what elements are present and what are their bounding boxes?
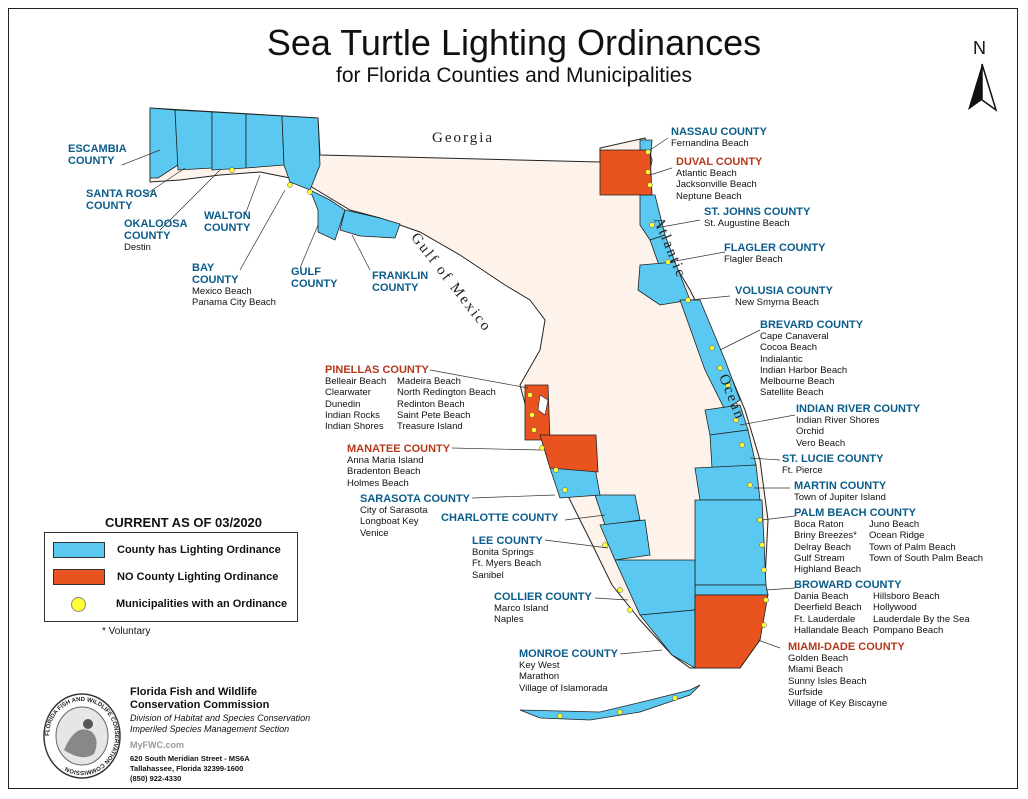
okaloosa-label: OKALOOSA COUNTY Destin (124, 218, 188, 253)
duval-label: DUVAL COUNTY Atlantic Beach Jacksonville B… (676, 156, 763, 202)
voluntary-footnote: * Voluntary (102, 626, 151, 637)
franklin-county (339, 209, 401, 239)
gulf-county-label: GULF COUNTY (291, 266, 338, 290)
st-lucie-county (709, 429, 757, 469)
walton-label: WALTON COUNTY (204, 210, 251, 234)
agency-address: 620 South Meridian Street - MS6A Tallahas… (130, 754, 250, 783)
duval-county (599, 149, 653, 196)
manatee-label: MANATEE COUNTY Anna Maria Island Bradenton… (347, 443, 451, 489)
martin-label: MARTIN COUNTY Town of Jupiter Island (794, 480, 887, 503)
brevard-label: BREVARD COUNTY Cape Canaveral Cocoa Beach I… (760, 319, 864, 399)
fwc-seal-icon: FLORIDA FISH AND WILDLIFE CONSERVATION C… (43, 693, 121, 779)
miami-dade-county (694, 594, 769, 669)
agency-division: Division of Habitat and Species Conserva… (130, 713, 311, 734)
sarasota-label: SARASOTA COUNTY City of Sarasota Longboat … (360, 493, 470, 539)
sarasota-county (549, 467, 601, 499)
volusia-label: VOLUSIA COUNTY New Smyrna Beach (735, 285, 833, 308)
gulf-county (309, 189, 346, 241)
agency-url: MyFWC.com (130, 740, 184, 750)
georgia-label: Georgia (432, 130, 495, 146)
escambia-county (149, 107, 179, 179)
legend-dot-yellow (71, 596, 86, 612)
legend: County has Lighting Ordinance NO County … (44, 532, 298, 622)
brevard-county (679, 299, 741, 411)
lee-county (599, 519, 651, 561)
franklin-label: FRANKLIN COUNTY (372, 270, 429, 294)
broward-label: BROWARD COUNTY Dania Beach Deerfield Beac… (794, 579, 970, 636)
walton-county (245, 113, 285, 169)
map-frame (8, 8, 1018, 789)
monroe-keys (519, 684, 701, 721)
bay-county (281, 115, 321, 191)
legend-swatch-orange (53, 569, 105, 585)
legend-item-ordinance: County has Lighting Ordinance (53, 541, 281, 559)
nassau-label: NASSAU COUNTY Fernandina Beach (671, 126, 767, 149)
legend-swatch-blue (53, 542, 105, 558)
miami-dade-label: MIAMI-DADE COUNTY Golden Beach Miami Beach… (788, 641, 905, 710)
charlotte-label: CHARLOTTE COUNTY (441, 512, 559, 524)
palm-beach-county (694, 499, 767, 586)
agency-name: Florida Fish and Wildlife Conservation Co… (130, 686, 270, 711)
map-subtitle: for Florida Counties and Municipalities (335, 64, 692, 87)
santa-rosa-county (174, 109, 213, 171)
collier-label: COLLIER COUNTY Marco Island Naples (494, 591, 592, 626)
pinellas-label: PINELLAS COUNTY Belleair Beach Clearwater… (325, 364, 496, 433)
indian-river-label: INDIAN RIVER COUNTY Indian River Shores Or… (796, 403, 921, 449)
legend-item-municipality: Municipalities with an Ordinance (53, 595, 287, 613)
monroe-county (639, 609, 696, 669)
st-lucie-label: ST. LUCIE COUNTY Ft. Pierce (782, 453, 884, 476)
lee-label: LEE COUNTY Bonita Springs Ft. Myers Beach S… (472, 535, 543, 581)
map-title: Sea Turtle Lighting Ordinances (266, 22, 762, 63)
bay-label: BAY COUNTY Mexico Beach Panama City Beach (192, 262, 276, 309)
flagler-label: FLAGLER COUNTY Flagler Beach (724, 242, 826, 265)
palm-beach-label: PALM BEACH COUNTY Boca Raton Briny Breeze… (794, 507, 984, 576)
escambia-label: ESCAMBIA COUNTY (68, 143, 127, 167)
north-arrow-icon: N (962, 38, 1002, 118)
charlotte-county (594, 494, 641, 526)
legend-title: CURRENT AS OF 03/2020 (105, 515, 263, 530)
okaloosa-county (211, 111, 247, 171)
north-label: N (973, 38, 986, 58)
monroe-label: MONROE COUNTY Key West Marathon Village of … (519, 648, 618, 694)
broward-county (694, 584, 769, 596)
legend-item-no-ordinance: NO County Lighting Ordinance (53, 568, 278, 586)
st-johns-label: ST. JOHNS COUNTY St. Augustine Beach (704, 206, 811, 229)
manatee-county (539, 434, 599, 473)
santa-rosa-label: SANTA ROSA COUNTY (86, 188, 158, 212)
